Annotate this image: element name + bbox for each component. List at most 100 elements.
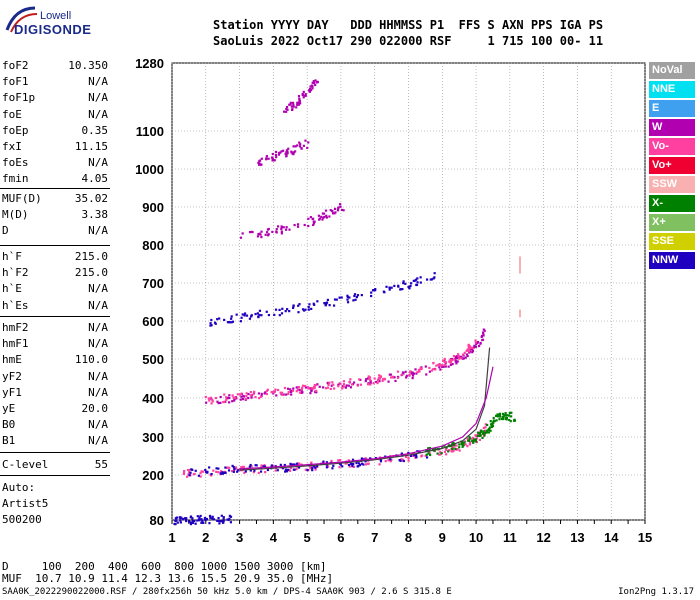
echo-point (229, 521, 233, 524)
echo-point (185, 518, 188, 521)
echo-point (344, 386, 347, 389)
echo-point (374, 288, 377, 291)
echo-point (216, 519, 219, 522)
echo-point (193, 519, 196, 522)
echo-point (279, 463, 282, 466)
echo-point (481, 436, 484, 440)
echo-point (212, 469, 215, 472)
param-label: D (2, 224, 9, 238)
echo-point (282, 226, 285, 229)
echo-point (396, 376, 400, 380)
echo-point (238, 393, 242, 396)
echo-point (461, 353, 465, 356)
echo-point (496, 413, 499, 416)
echo-point (199, 514, 202, 518)
echo-point (306, 146, 309, 150)
echo-point (283, 386, 287, 390)
echo-point (400, 458, 403, 461)
echo-point (194, 522, 197, 525)
echo-point (239, 236, 243, 239)
logo-lowell: Lowell (40, 10, 72, 22)
param-value: N/A (88, 282, 108, 296)
echo-point (245, 314, 249, 317)
echo-point (228, 466, 231, 469)
echo-point (205, 517, 209, 521)
echo-point (258, 159, 261, 163)
param-value: 3.38 (81, 208, 109, 222)
echo-point (432, 361, 435, 365)
echo-point (281, 393, 284, 396)
echo-point (182, 472, 185, 476)
echo-point (416, 371, 419, 374)
param-label: C-level (2, 458, 49, 471)
echo-point (479, 432, 482, 435)
echo-point (245, 392, 248, 395)
echo-point (347, 384, 350, 387)
echo-point (393, 376, 396, 379)
echo-point (360, 457, 363, 460)
echo-point (227, 321, 231, 324)
echo-point (469, 348, 473, 351)
echo-point (280, 232, 283, 235)
echo-point (318, 218, 321, 221)
echo-point (508, 418, 511, 422)
echo-point (398, 459, 401, 462)
param-row: h`Es N/A (2, 298, 108, 313)
echo-point (463, 351, 466, 354)
echo-point (351, 465, 354, 468)
echo-point (439, 450, 442, 454)
echo-point (314, 466, 317, 469)
echo-point (239, 320, 243, 323)
echo-point (293, 223, 296, 227)
echo-point (287, 147, 290, 150)
echo-point (260, 163, 263, 166)
echo-point (321, 218, 324, 221)
echo-point (445, 448, 448, 451)
echo-point (307, 89, 311, 92)
echo-point (443, 357, 446, 361)
echo-point (345, 462, 348, 465)
echo-point (311, 81, 314, 84)
echo-point (210, 472, 213, 476)
echo-point (298, 303, 301, 306)
echo-point (359, 383, 363, 386)
echo-point (242, 465, 245, 469)
echo-point (304, 386, 308, 389)
param-label: foEs (2, 156, 29, 170)
echo-point (259, 395, 262, 398)
echo-point (279, 391, 282, 394)
echo-point (405, 374, 408, 377)
echo-point (276, 388, 280, 392)
param-row: M(D) 3.38 (2, 207, 108, 222)
echo-point (466, 445, 469, 448)
echo-point (249, 394, 252, 397)
profile-curve (239, 366, 494, 470)
echo-point (388, 288, 391, 291)
echo-point (325, 466, 328, 469)
echo-point (252, 392, 255, 396)
echo-point (288, 310, 291, 313)
legend-item: NoVal (649, 62, 695, 79)
echo-point (243, 314, 246, 317)
echo-point (482, 432, 485, 435)
echo-point (462, 357, 466, 360)
echo-point (179, 521, 182, 524)
echo-point (402, 459, 405, 463)
echo-point (454, 360, 457, 363)
param-value: 20.0 (81, 402, 109, 415)
echo-point (352, 299, 355, 302)
echo-point (401, 458, 404, 461)
echo-point (296, 225, 300, 228)
echo-point (230, 315, 233, 318)
echo-point (418, 451, 421, 454)
legend-item: X+ (649, 214, 695, 231)
echo-point (240, 466, 243, 469)
echo-point (464, 443, 467, 446)
echo-point (486, 423, 489, 427)
echo-point (209, 396, 212, 400)
echo-point (311, 87, 314, 90)
echo-point (276, 225, 280, 228)
echo-point (292, 305, 295, 308)
echo-point (312, 80, 315, 83)
echo-point (199, 475, 202, 478)
